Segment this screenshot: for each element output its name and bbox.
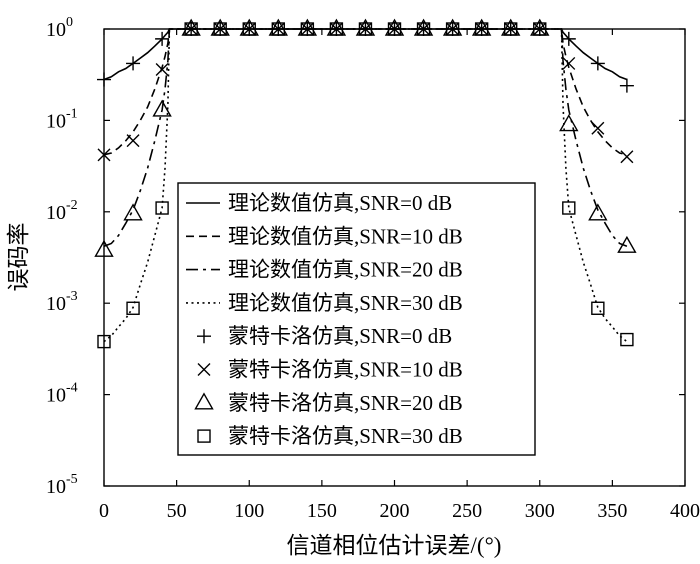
marker-cross [620,150,634,164]
legend: 理论数值仿真,SNR=0 dB 理论数值仿真,SNR=10 dB 理论数值仿真,SN… [177,182,536,456]
marker-cross [300,22,314,36]
marker-square [242,22,256,36]
marker-plus [590,56,605,71]
marker-square [155,201,169,215]
x-tick-label: 150 [307,500,337,522]
theory-curve-0 [103,28,628,81]
x-tick-labels: 0 50 100 150 200 250 300 350 400 [99,500,700,522]
legend-marker-cross [197,363,211,376]
marker-square [184,22,198,36]
marker-square [445,22,460,36]
legend-label: 理论数值仿真,SNR=0 dB [228,191,452,215]
marker-cross [358,22,372,36]
marker-cross [271,22,285,36]
legend-box [177,182,536,456]
marker-triangle [94,239,114,257]
marker-triangle [559,114,579,132]
marker-square [416,22,431,36]
x-tick-label: 300 [525,500,555,522]
marker-square [213,22,227,36]
legend-label: 蒙特卡洛仿真,SNR=10 dB [228,358,463,382]
x-tick-label: 100 [234,500,264,522]
marker-cross [475,22,489,36]
marker-square [329,22,344,36]
legend-marker-plus [197,329,211,344]
marker-square [387,22,402,36]
marker-plus [561,31,576,46]
y-tick-label: 100 [46,15,73,41]
marker-square [300,22,315,36]
legend-marker-square [197,429,211,443]
marker-plus [155,31,170,46]
marker-cross [591,121,605,135]
marker-square [620,332,634,347]
marker-square [358,22,373,36]
y-tick-label: 10-2 [46,198,78,224]
marker-plus [97,72,111,87]
x-tick-label: 400 [670,500,700,522]
simulation-markers [94,18,637,349]
marker-cross [242,22,256,36]
legend-label: 蒙特卡洛仿真,SNR=0 dB [228,324,452,348]
x-tick-label: 350 [597,500,627,522]
marker-square [97,334,111,349]
marker-cross [184,22,198,36]
y-tick-label: 10-1 [46,106,78,132]
marker-cross [446,22,460,36]
x-tick-label: 250 [452,500,482,522]
marker-plus [619,78,634,93]
marker-cross [388,22,401,36]
y-tick-label: 10-5 [46,472,78,498]
marker-cross [126,134,140,148]
marker-square [474,22,489,36]
marker-cross [155,63,169,77]
marker-square [562,201,576,215]
legend-label: 理论数值仿真,SNR=20 dB [228,258,463,282]
marker-square [271,22,285,36]
marker-square [591,301,605,315]
marker-square [533,22,547,36]
x-tick-label: 0 [99,500,109,522]
marker-cross [533,22,547,36]
y-tick-label: 10-3 [46,289,78,315]
x-tick-label: 200 [380,500,410,522]
marker-square [504,22,518,36]
legend-label: 理论数值仿真,SNR=10 dB [228,224,463,248]
marker-square [126,301,140,315]
x-axis-title: 信道相位估计误差/(°) [287,533,502,558]
marker-triangle [617,235,637,253]
marker-cross [562,56,576,70]
y-tick-label: 10-4 [46,381,78,407]
legend-label: 蒙特卡洛仿真,SNR=30 dB [228,424,463,448]
legend-label: 理论数值仿真,SNR=30 dB [228,291,463,315]
theory-curve-1 [103,28,628,156]
marker-triangle [123,203,143,221]
marker-cross [97,148,111,162]
marker-triangle [588,203,608,221]
marker-plus [126,56,141,71]
legend-marker-triangle [194,392,214,410]
marker-cross [504,22,518,36]
marker-triangle [152,99,172,117]
x-tick-label: 50 [167,500,187,522]
y-axis-title: 误码率 [6,223,31,292]
marker-cross [213,22,227,36]
legend-label: 蒙特卡洛仿真,SNR=20 dB [228,391,463,415]
y-tick-labels: 100 10-1 10-2 10-3 10-4 10-5 [46,15,78,498]
marker-cross [329,22,343,36]
marker-cross [417,22,431,36]
